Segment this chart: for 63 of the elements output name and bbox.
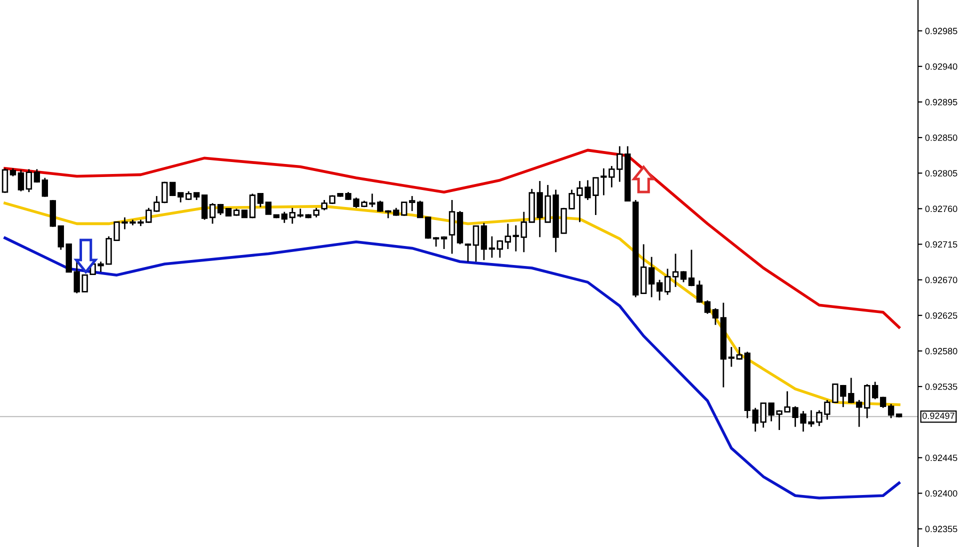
y-tick-label: 0.92940 bbox=[925, 63, 958, 70]
y-tick-label: 0.92895 bbox=[925, 98, 958, 106]
candlestick bbox=[480, 222, 488, 261]
candlestick bbox=[872, 381, 878, 400]
candlestick bbox=[265, 202, 272, 215]
candlestick bbox=[401, 202, 408, 216]
candlestick bbox=[656, 279, 663, 302]
y-tick-label: 0.92445 bbox=[925, 454, 958, 462]
candlestick bbox=[512, 224, 519, 252]
candlestick bbox=[464, 242, 472, 262]
candlestick bbox=[26, 168, 32, 193]
y-tick-label: 0.92625 bbox=[925, 312, 958, 319]
candlestick bbox=[736, 346, 742, 360]
candlestick bbox=[178, 192, 184, 204]
candlestick bbox=[680, 270, 687, 283]
line-series bbox=[4, 236, 900, 500]
candlestick bbox=[856, 399, 862, 428]
candlestick bbox=[281, 211, 288, 224]
candlestick bbox=[289, 207, 296, 224]
y-tick-label: 0.92760 bbox=[925, 206, 958, 212]
candlestick bbox=[504, 223, 511, 250]
candlestick bbox=[704, 300, 711, 315]
candlestick bbox=[432, 236, 440, 248]
candlestick bbox=[448, 199, 456, 254]
candlestick bbox=[648, 256, 655, 298]
candlestick bbox=[409, 195, 416, 212]
y-tick-label: 0.92670 bbox=[925, 276, 958, 284]
y-tick-label: 0.92715 bbox=[925, 241, 958, 248]
candlestick bbox=[2, 168, 8, 194]
candlestick bbox=[257, 192, 264, 208]
candlestick bbox=[728, 346, 734, 368]
candlestick bbox=[424, 216, 432, 240]
candlestick bbox=[672, 253, 679, 288]
y-tick-label: 0.92535 bbox=[925, 384, 958, 390]
candlestick bbox=[696, 280, 703, 304]
candlestick bbox=[58, 225, 64, 250]
candlestick bbox=[472, 225, 480, 262]
candlestick bbox=[416, 200, 424, 218]
candlestick bbox=[201, 194, 208, 220]
candlestick bbox=[688, 249, 695, 287]
candlestick bbox=[864, 383, 870, 419]
line-series bbox=[4, 202, 900, 406]
y-tick-label: 0.92580 bbox=[925, 348, 958, 354]
candlestick bbox=[496, 240, 503, 258]
candlestick bbox=[170, 182, 176, 197]
candlestick bbox=[249, 192, 256, 219]
candlestick bbox=[209, 202, 216, 224]
candlestick bbox=[712, 308, 719, 326]
candlestick bbox=[18, 169, 24, 192]
candlestick bbox=[664, 268, 671, 296]
ref-line-label: 0.92497 bbox=[922, 412, 954, 419]
candlestick bbox=[520, 211, 527, 253]
y-tick-label: 0.92805 bbox=[925, 170, 958, 176]
y-tick-label: 0.92400 bbox=[925, 490, 958, 497]
y-tick-label: 0.92355 bbox=[925, 526, 958, 532]
candlestick bbox=[34, 168, 40, 184]
candlestick bbox=[888, 403, 894, 419]
y-tick-label: 0.92985 bbox=[925, 28, 958, 34]
candlestick bbox=[488, 236, 496, 258]
line-series bbox=[4, 148, 900, 329]
y-tick-label: 0.92850 bbox=[925, 134, 958, 141]
candlestick bbox=[440, 236, 448, 250]
candlestick bbox=[42, 177, 48, 198]
